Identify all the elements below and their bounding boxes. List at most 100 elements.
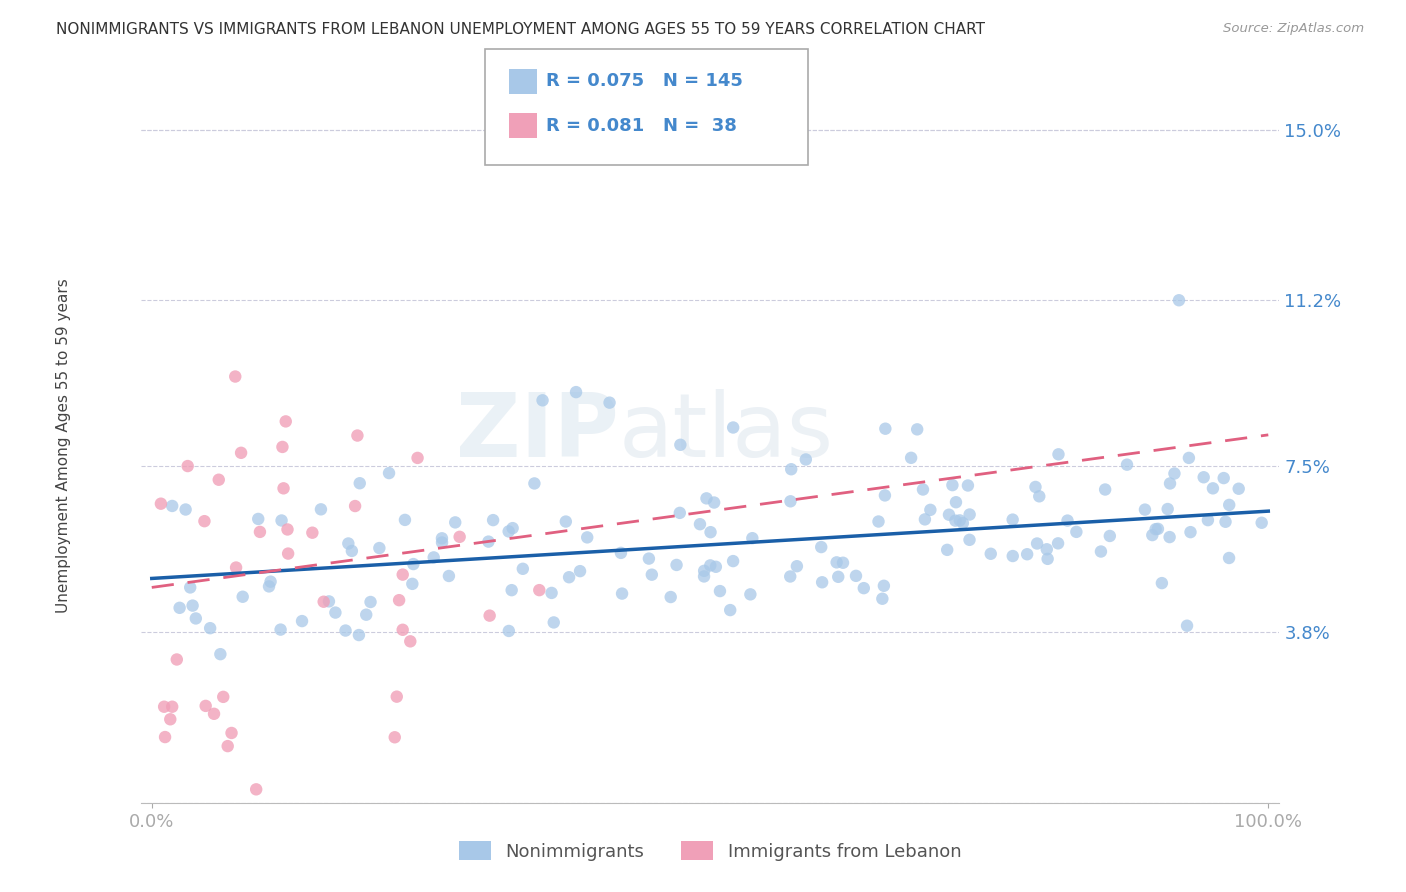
Point: [952, 516, 974, 530]
Point: [394, 513, 416, 527]
Point: [709, 584, 731, 599]
Point: [936, 542, 959, 557]
Point: [512, 562, 534, 576]
Point: [540, 586, 562, 600]
Point: [956, 478, 979, 492]
Point: [558, 570, 581, 584]
Point: [794, 452, 817, 467]
Point: [1036, 542, 1059, 557]
Point: [699, 558, 721, 573]
Point: [174, 502, 197, 516]
Point: [325, 606, 347, 620]
Point: [391, 567, 413, 582]
Point: [401, 577, 423, 591]
Point: [212, 690, 235, 704]
Point: [1212, 471, 1234, 485]
Text: atlas: atlas: [619, 389, 834, 476]
Point: [181, 599, 204, 613]
Point: [1024, 480, 1046, 494]
Point: [482, 513, 505, 527]
Point: [384, 731, 406, 745]
Text: ZIP: ZIP: [456, 389, 619, 476]
Point: [337, 536, 360, 550]
Point: [1026, 536, 1049, 550]
Text: R = 0.075   N = 145: R = 0.075 N = 145: [546, 72, 742, 90]
Point: [610, 546, 633, 560]
Point: [740, 587, 762, 601]
Point: [941, 478, 963, 492]
Point: [610, 586, 633, 600]
Point: [193, 514, 215, 528]
Point: [1090, 544, 1112, 558]
Point: [1192, 470, 1215, 484]
Point: [217, 739, 239, 753]
Point: [291, 614, 314, 628]
Point: [741, 531, 763, 545]
Point: [779, 494, 801, 508]
Point: [159, 712, 181, 726]
Point: [399, 634, 422, 648]
Point: [718, 603, 741, 617]
Point: [422, 550, 444, 565]
Point: [1159, 476, 1181, 491]
Point: [166, 652, 188, 666]
Point: [945, 514, 967, 528]
Point: [478, 608, 501, 623]
Point: [225, 560, 247, 574]
Point: [565, 385, 588, 400]
Point: [695, 491, 717, 506]
Point: [825, 555, 848, 569]
Point: [347, 628, 370, 642]
Point: [599, 395, 621, 409]
Point: [149, 497, 172, 511]
Point: [659, 590, 682, 604]
Point: [1144, 522, 1167, 536]
Point: [208, 473, 231, 487]
Point: [309, 502, 332, 516]
Point: [873, 579, 896, 593]
Point: [959, 533, 981, 547]
Point: [501, 583, 523, 598]
Point: [349, 476, 371, 491]
Point: [312, 595, 335, 609]
Point: [1142, 528, 1164, 542]
Point: [430, 531, 453, 545]
Point: [354, 607, 377, 622]
Point: [693, 564, 716, 578]
Point: [276, 523, 298, 537]
Point: [245, 782, 267, 797]
Point: [1028, 489, 1050, 503]
Point: [1094, 483, 1116, 497]
Point: [959, 508, 981, 522]
Point: [1175, 618, 1198, 632]
Point: [202, 706, 225, 721]
Point: [569, 564, 592, 578]
Point: [1178, 450, 1201, 465]
Point: [1017, 547, 1039, 561]
Point: [875, 422, 897, 436]
Point: [900, 450, 922, 465]
Point: [498, 624, 520, 638]
Text: R = 0.081   N =  38: R = 0.081 N = 38: [546, 117, 737, 135]
Point: [704, 559, 727, 574]
Point: [209, 647, 232, 661]
Point: [529, 583, 551, 598]
Point: [1180, 525, 1202, 540]
Point: [703, 495, 725, 509]
Point: [1218, 551, 1240, 566]
Point: [868, 515, 890, 529]
Point: [153, 730, 176, 744]
Point: [406, 450, 429, 465]
Point: [402, 557, 425, 571]
Point: [221, 726, 243, 740]
Point: [699, 525, 721, 540]
Point: [179, 581, 201, 595]
Point: [449, 530, 471, 544]
Point: [1001, 549, 1024, 563]
Point: [318, 594, 340, 608]
Point: [1047, 447, 1070, 461]
Point: [502, 521, 524, 535]
Point: [641, 567, 664, 582]
Point: [693, 569, 716, 583]
Point: [257, 579, 280, 593]
